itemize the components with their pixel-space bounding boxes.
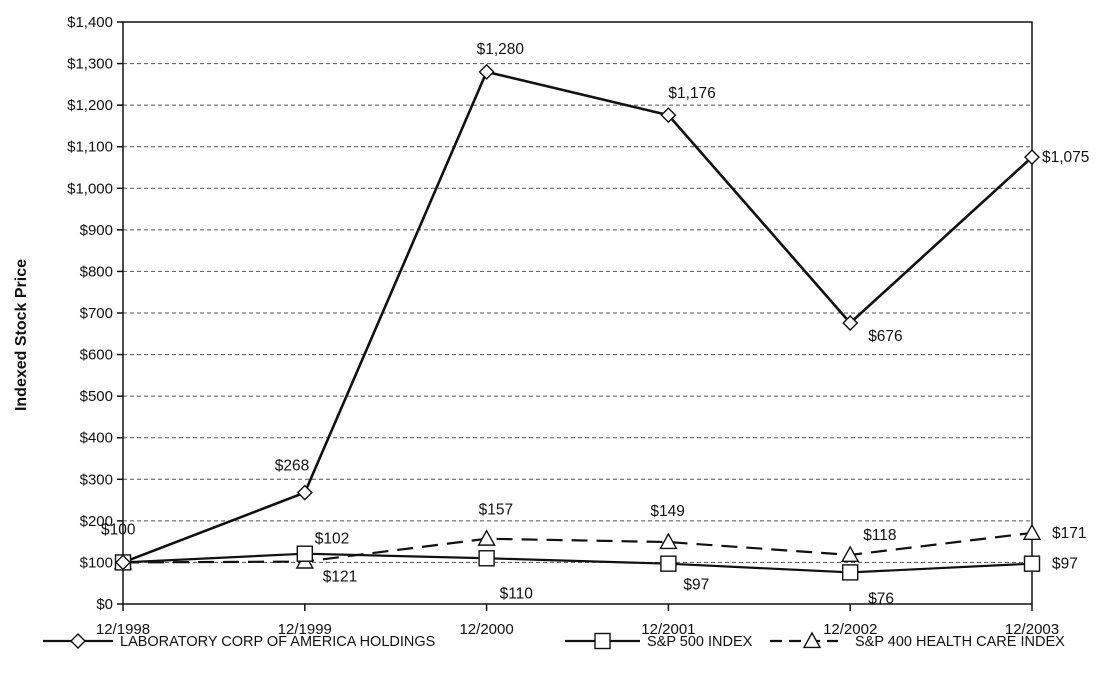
y-tick-label: $500 — [80, 388, 113, 405]
axes — [117, 21, 1033, 611]
series-0-point — [478, 63, 495, 80]
y-axis-label: Indexed Stock Price — [13, 259, 30, 411]
series-line-0 — [122, 70, 1033, 564]
legend-label: S&P 400 HEALTH CARE INDEX — [855, 634, 1065, 650]
x-tick-label: 12/2001 — [641, 621, 695, 638]
x-tick-label: 12/1999 — [278, 621, 332, 638]
x-tick-labels: 12/1998 12/1999 12/2000 12/2001 12/2002 12/20… — [96, 621, 1059, 638]
y-tick-label: $100 — [80, 554, 113, 571]
data-label: $149 — [650, 503, 684, 520]
legend-marker-2 — [802, 631, 822, 649]
series-2-point — [477, 529, 496, 546]
legend-label: S&P 500 INDEX — [647, 634, 753, 650]
data-label: $97 — [1052, 556, 1078, 573]
series-1-point — [1023, 555, 1041, 572]
series-0-point — [660, 107, 677, 124]
y-tick-label: $800 — [80, 263, 113, 280]
series-0-point — [1024, 149, 1040, 166]
series-1-point — [660, 555, 677, 572]
y-tick-label: $600 — [80, 347, 113, 364]
data-label: $1,176 — [668, 85, 715, 102]
data-label: $171 — [1052, 525, 1086, 542]
x-tick-label: 12/2002 — [823, 621, 877, 638]
data-label: $76 — [868, 590, 894, 607]
data-label: $102 — [315, 531, 349, 548]
grid-lines — [123, 21, 1032, 563]
y-tick-labels: $0 $100 $200 $300 $400 $500 $600 $700 $800 $900 $1… — [67, 14, 113, 613]
x-tick-label: 12/2003 — [1005, 621, 1059, 638]
series-2-point — [1022, 523, 1042, 541]
series-2-point — [841, 545, 860, 563]
series-1-point — [296, 545, 313, 562]
series-1-point — [478, 550, 495, 567]
data-label: $121 — [323, 569, 357, 586]
legend: LABORATORY CORP OF AMERICA HOLDINGS S&P 5… — [43, 631, 1065, 650]
data-labels: $100 $268 $1,280 $1,176 $676 $1,075 $121 $110 $9… — [101, 41, 1089, 608]
legend-label: LABORATORY CORP OF AMERICA HOLDINGS — [120, 634, 435, 650]
plot-frame — [122, 21, 1033, 605]
series-0-point — [115, 554, 131, 571]
y-tick-label: $400 — [80, 430, 113, 447]
data-label: $110 — [500, 585, 534, 602]
series-2-point — [659, 532, 678, 550]
series-line-1 — [122, 552, 1033, 574]
series-0-point — [296, 484, 313, 501]
series-lines — [122, 70, 1033, 574]
data-label: $97 — [683, 577, 709, 594]
y-tick-label: $1,200 — [67, 97, 113, 114]
data-label: $100 — [101, 521, 136, 538]
x-tick-label: 12/1998 — [96, 621, 150, 638]
data-label: $1,280 — [477, 41, 525, 58]
data-label: $268 — [275, 458, 309, 475]
series-line-2 — [122, 531, 1033, 564]
legend-marker-0 — [70, 633, 86, 649]
y-tick-label: $300 — [80, 471, 113, 488]
y-tick-label: $0 — [96, 596, 113, 613]
data-label: $1,075 — [1042, 149, 1089, 166]
y-tick-label: $1,100 — [67, 139, 113, 156]
y-tick-label: $900 — [80, 222, 113, 239]
y-tick-label: $200 — [80, 513, 113, 530]
legend-marker-1 — [594, 632, 611, 650]
y-tick-label: $700 — [80, 305, 113, 322]
data-label: $157 — [479, 502, 513, 519]
y-tick-label: $1,400 — [67, 14, 113, 31]
series-1-point — [842, 564, 859, 581]
y-tick-label: $1,000 — [67, 180, 113, 197]
data-label: $118 — [863, 527, 896, 544]
y-tick-label: $1,300 — [67, 56, 113, 73]
series-0-point — [842, 314, 859, 331]
series-markers — [113, 63, 1042, 581]
x-tick-label: 12/2000 — [459, 621, 513, 638]
data-label: $676 — [868, 328, 902, 345]
